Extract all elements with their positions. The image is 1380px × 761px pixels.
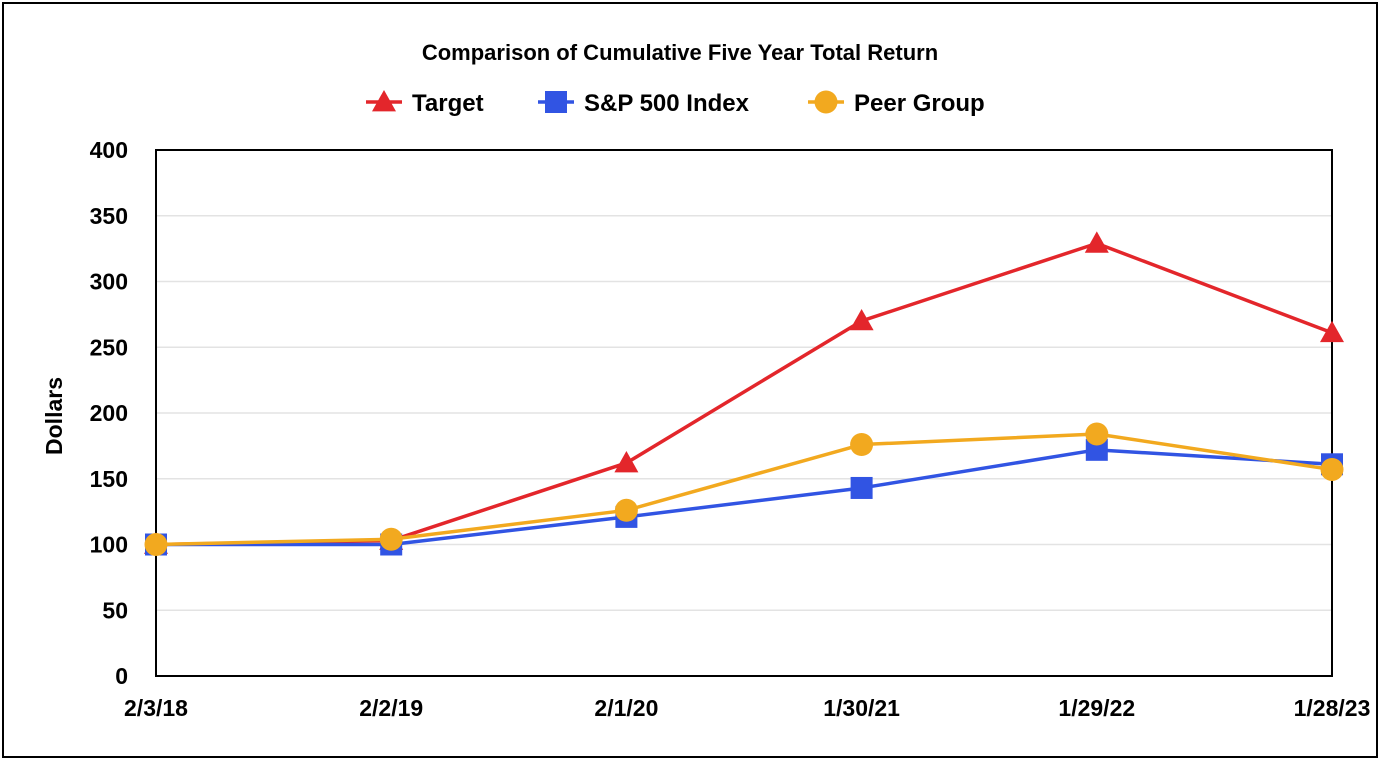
y-tick-label: 200 [90, 400, 128, 426]
y-tick-label: 300 [90, 269, 128, 295]
y-tick-label: 100 [90, 532, 128, 558]
y-axis-ticks: 0 50 100 150 200 250 300 350 400 [90, 137, 128, 689]
y-tick-label: 400 [90, 137, 128, 163]
gridlines [156, 215, 1332, 611]
series-square [145, 438, 1343, 556]
data-point-circle [614, 498, 638, 522]
data-point-triangle [1320, 320, 1344, 343]
data-point-triangle [849, 308, 874, 331]
series-line [156, 448, 1333, 547]
y-tick-label: 150 [90, 466, 128, 492]
y-tick-label: 350 [90, 203, 128, 229]
data-point-triangle [1084, 231, 1109, 253]
legend-label: Peer Group [854, 90, 985, 117]
legend-item: Peer Group [808, 90, 985, 117]
x-tick-label: 2/1/20 [594, 695, 658, 721]
data-point-square [850, 476, 873, 499]
y-axis-label: Dollars [41, 377, 67, 455]
legend-label: S&P 500 Index [584, 90, 750, 117]
chart-title: Comparison of Cumulative Five Year Total… [422, 40, 938, 65]
series-group [144, 231, 1344, 556]
x-tick-label: 1/30/21 [823, 695, 900, 721]
chart-legend: Target S&P 500 Index Peer Group [366, 90, 985, 117]
legend-marker-square [545, 91, 567, 113]
data-point-square [1085, 438, 1108, 461]
x-tick-label: 2/3/18 [124, 695, 188, 721]
data-point-circle [850, 433, 874, 457]
legend-item: Target [366, 90, 484, 117]
series-line [155, 241, 1333, 547]
series-line [155, 432, 1333, 547]
y-tick-label: 250 [90, 334, 128, 360]
series-circle [144, 422, 1344, 556]
data-point-circle [1320, 458, 1344, 482]
x-tick-label: 1/29/22 [1058, 695, 1135, 721]
x-tick-label: 1/28/23 [1294, 695, 1371, 721]
legend-marker-circle [814, 90, 838, 114]
data-point-triangle [614, 450, 639, 473]
data-point-circle [1085, 422, 1109, 446]
series-triangle [144, 231, 1344, 554]
legend-item: S&P 500 Index [538, 90, 750, 117]
line-chart: Comparison of Cumulative Five Year Total… [41, 40, 1370, 721]
data-point-circle [379, 527, 403, 551]
y-tick-label: 0 [115, 663, 128, 689]
y-tick-label: 50 [102, 597, 128, 623]
legend-marker-triangle [372, 90, 396, 112]
plot-area [155, 149, 1333, 677]
legend-label: Target [412, 90, 484, 117]
data-point-circle [144, 533, 168, 556]
x-tick-label: 2/2/19 [359, 695, 423, 721]
x-axis-ticks: 2/3/18 2/2/19 2/1/20 1/30/21 1/29/22 1/28/23 [124, 695, 1370, 721]
